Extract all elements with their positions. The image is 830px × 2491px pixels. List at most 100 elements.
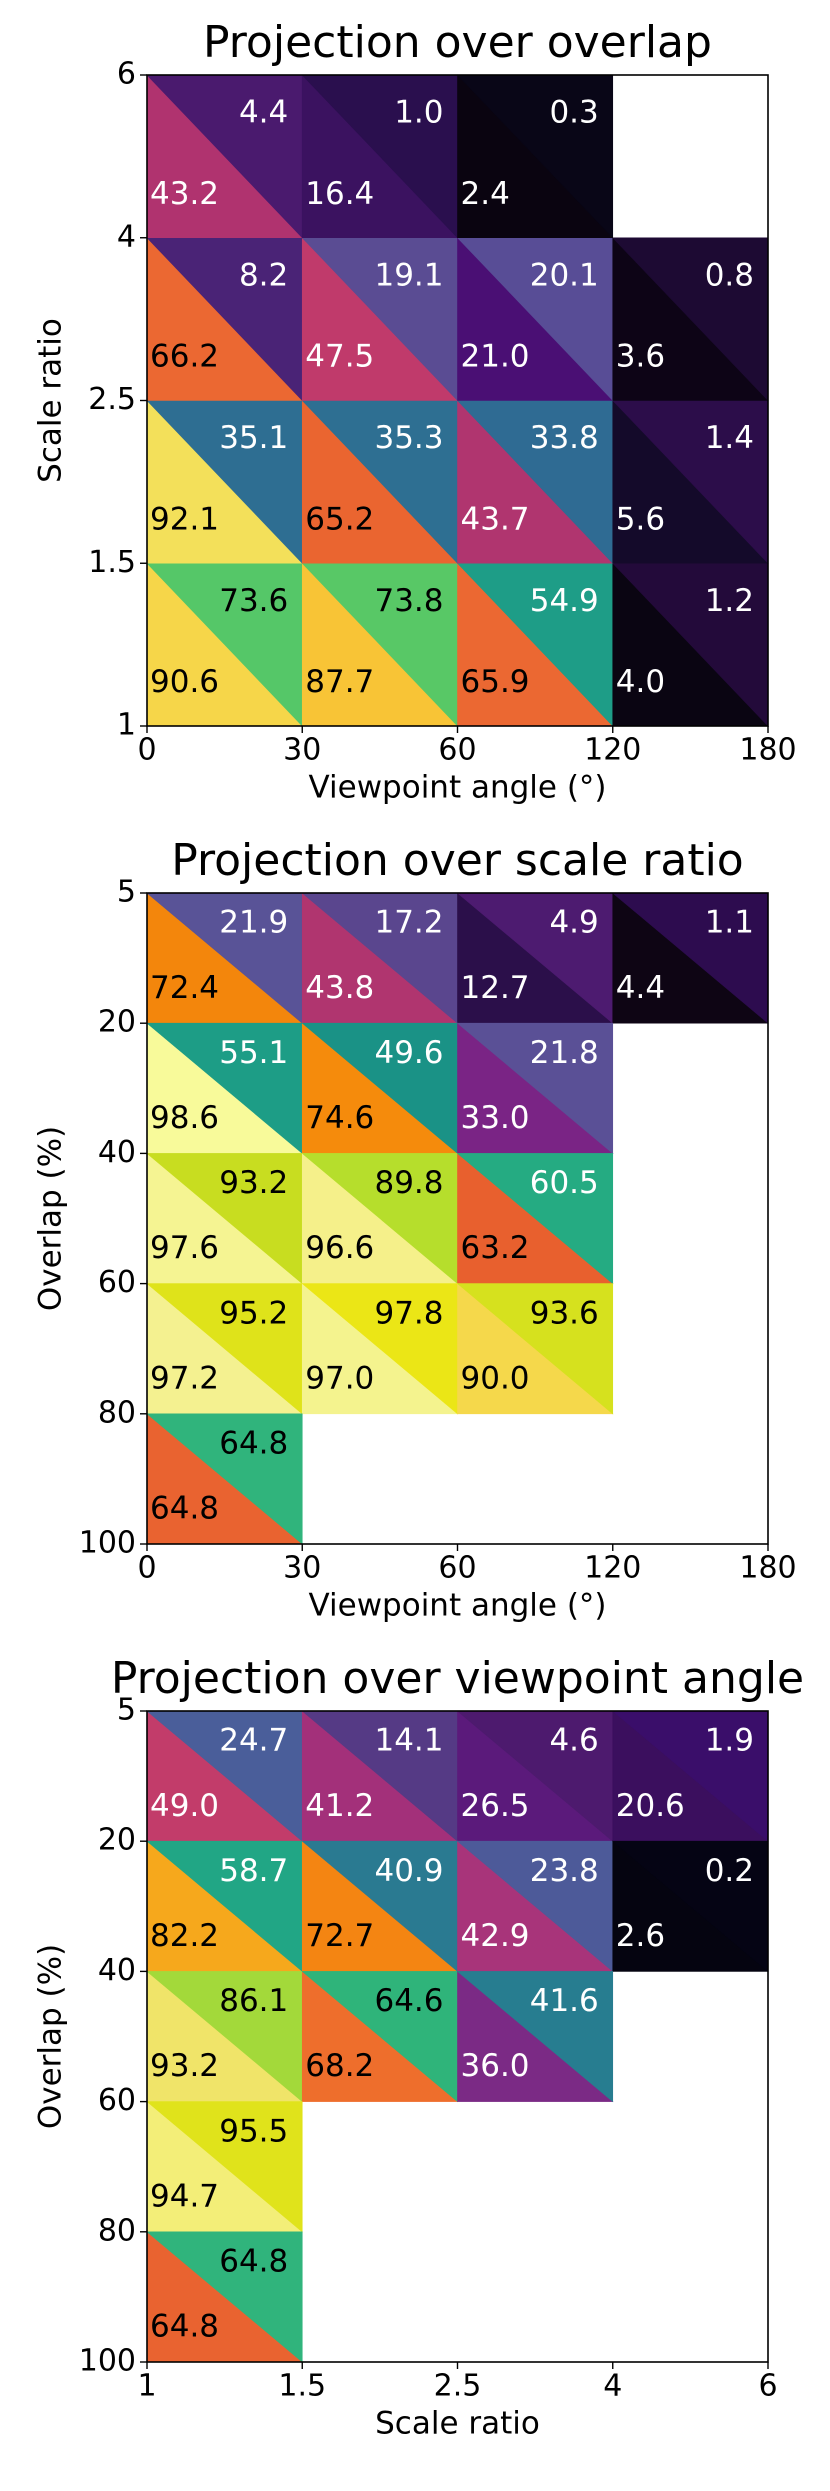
cell-label: 68.2: [305, 2048, 374, 2084]
cell-label: 64.6: [374, 1983, 443, 2019]
cell-label: 41.6: [530, 1983, 599, 2019]
cell-label: 96.6: [305, 1230, 374, 1266]
y-tick-label: 100: [79, 1526, 136, 1561]
cell-label: 4.9: [549, 905, 598, 941]
x-axis-label: Scale ratio: [375, 2406, 540, 2442]
y-tick-label: 6: [117, 57, 136, 92]
y-tick-label: 40: [98, 1953, 136, 1988]
cell-label: 74.6: [305, 1100, 374, 1136]
cell-label: 73.8: [374, 583, 443, 619]
cell-label: 36.0: [461, 2048, 530, 2084]
cell-label: 43.8: [305, 970, 374, 1006]
cell-label: 73.6: [219, 583, 288, 619]
cell-label: 33.8: [530, 420, 599, 456]
cell-label: 2.6: [616, 1918, 665, 1954]
cell-label: 66.2: [150, 339, 219, 375]
x-tick-label: 0: [137, 1551, 156, 1586]
cell-label: 19.1: [374, 257, 443, 293]
cell-label: 94.7: [150, 2178, 219, 2214]
x-tick-label: 1.5: [278, 2369, 326, 2404]
cell-label: 4.4: [239, 95, 288, 131]
cell-label: 43.2: [150, 176, 219, 212]
cell-label: 35.1: [219, 420, 288, 456]
cell-label: 93.2: [219, 1165, 288, 1201]
y-tick-label: 80: [98, 1395, 136, 1430]
cell-label: 1.1: [705, 905, 754, 941]
cell-label: 54.9: [530, 583, 599, 619]
cell-label: 35.3: [374, 420, 443, 456]
y-tick-label: 4: [117, 219, 136, 254]
cell-label: 97.8: [374, 1295, 443, 1331]
chart-title: Projection over scale ratio: [171, 835, 743, 886]
y-tick-label: 2.5: [88, 382, 136, 417]
y-axis-label: Overlap (%): [33, 1944, 69, 2129]
cell-label: 93.2: [150, 2048, 219, 2084]
cell-label: 8.2: [239, 257, 288, 293]
cell-label: 65.2: [305, 501, 374, 537]
chart-title: Projection over viewpoint angle: [111, 1653, 804, 1704]
upper-triangle: [456, 1971, 614, 2103]
upper-triangle: [146, 1413, 303, 1545]
cell-label: 1.4: [705, 420, 754, 456]
y-axis-label: Overlap (%): [33, 1126, 69, 1311]
x-tick-label: 120: [584, 733, 641, 768]
x-tick-label: 1: [137, 2369, 156, 2404]
cell-label: 63.2: [461, 1230, 530, 1266]
cell-label: 1.2: [705, 583, 754, 619]
x-tick-label: 30: [283, 1551, 321, 1586]
cell-label: 40.9: [374, 1853, 443, 1889]
cell-label: 82.2: [150, 1918, 219, 1954]
cell-label: 5.6: [616, 501, 665, 537]
cell-label: 20.1: [530, 257, 599, 293]
cell-label: 42.9: [461, 1918, 530, 1954]
cell-label: 93.6: [530, 1295, 599, 1331]
cell-label: 21.9: [219, 905, 288, 941]
cell-label: 0.3: [549, 95, 598, 131]
x-axis-label: Viewpoint angle (°): [308, 1588, 606, 1624]
cell-label: 98.6: [150, 1100, 219, 1136]
cell-label: 17.2: [374, 905, 443, 941]
x-tick-label: 30: [283, 733, 321, 768]
cell-label: 12.7: [461, 970, 530, 1006]
x-tick-label: 60: [438, 1551, 476, 1586]
cell-label: 65.9: [461, 664, 530, 700]
cell-label: 4.0: [616, 664, 665, 700]
cell-label: 43.7: [461, 501, 530, 537]
cell-label: 3.6: [616, 339, 665, 375]
x-tick-label: 2.5: [434, 2369, 482, 2404]
cell-label: 72.4: [150, 970, 219, 1006]
y-tick-label: 5: [117, 875, 136, 910]
cell-label: 26.5: [461, 1788, 530, 1824]
cell-label: 1.0: [394, 95, 443, 131]
cell-label: 23.8: [530, 1853, 599, 1889]
y-tick-label: 1.5: [88, 545, 136, 580]
y-tick-label: 40: [98, 1135, 136, 1170]
cell-label: 41.2: [305, 1788, 374, 1824]
cell-label: 58.7: [219, 1853, 288, 1889]
cell-label: 87.7: [305, 664, 374, 700]
x-axis-label: Viewpoint angle (°): [308, 770, 606, 806]
x-tick-label: 120: [584, 1551, 641, 1586]
cell-label: 20.6: [616, 1788, 685, 1824]
y-tick-label: 1: [117, 708, 136, 743]
x-tick-label: 60: [438, 733, 476, 768]
cell-label: 0.2: [705, 1853, 754, 1889]
chart-title: Projection over overlap: [203, 17, 712, 68]
upper-triangle: [146, 2101, 303, 2233]
cell-label: 49.0: [150, 1788, 219, 1824]
x-tick-label: 6: [758, 2369, 777, 2404]
x-tick-label: 0: [137, 733, 156, 768]
cell-label: 16.4: [305, 176, 374, 212]
cell-label: 14.1: [374, 1723, 443, 1759]
cell-label: 64.8: [150, 1491, 219, 1527]
cell-label: 21.8: [530, 1035, 599, 1071]
cell-label: 97.0: [305, 1360, 374, 1396]
x-tick-label: 4: [603, 2369, 622, 2404]
y-tick-label: 100: [79, 2344, 136, 2379]
cell-label: 64.8: [219, 1426, 288, 1462]
cell-label: 0.8: [705, 257, 754, 293]
cell-label: 55.1: [219, 1035, 288, 1071]
cell-label: 86.1: [219, 1983, 288, 2019]
cell-label: 64.8: [150, 2309, 219, 2345]
y-tick-label: 20: [98, 1823, 136, 1858]
